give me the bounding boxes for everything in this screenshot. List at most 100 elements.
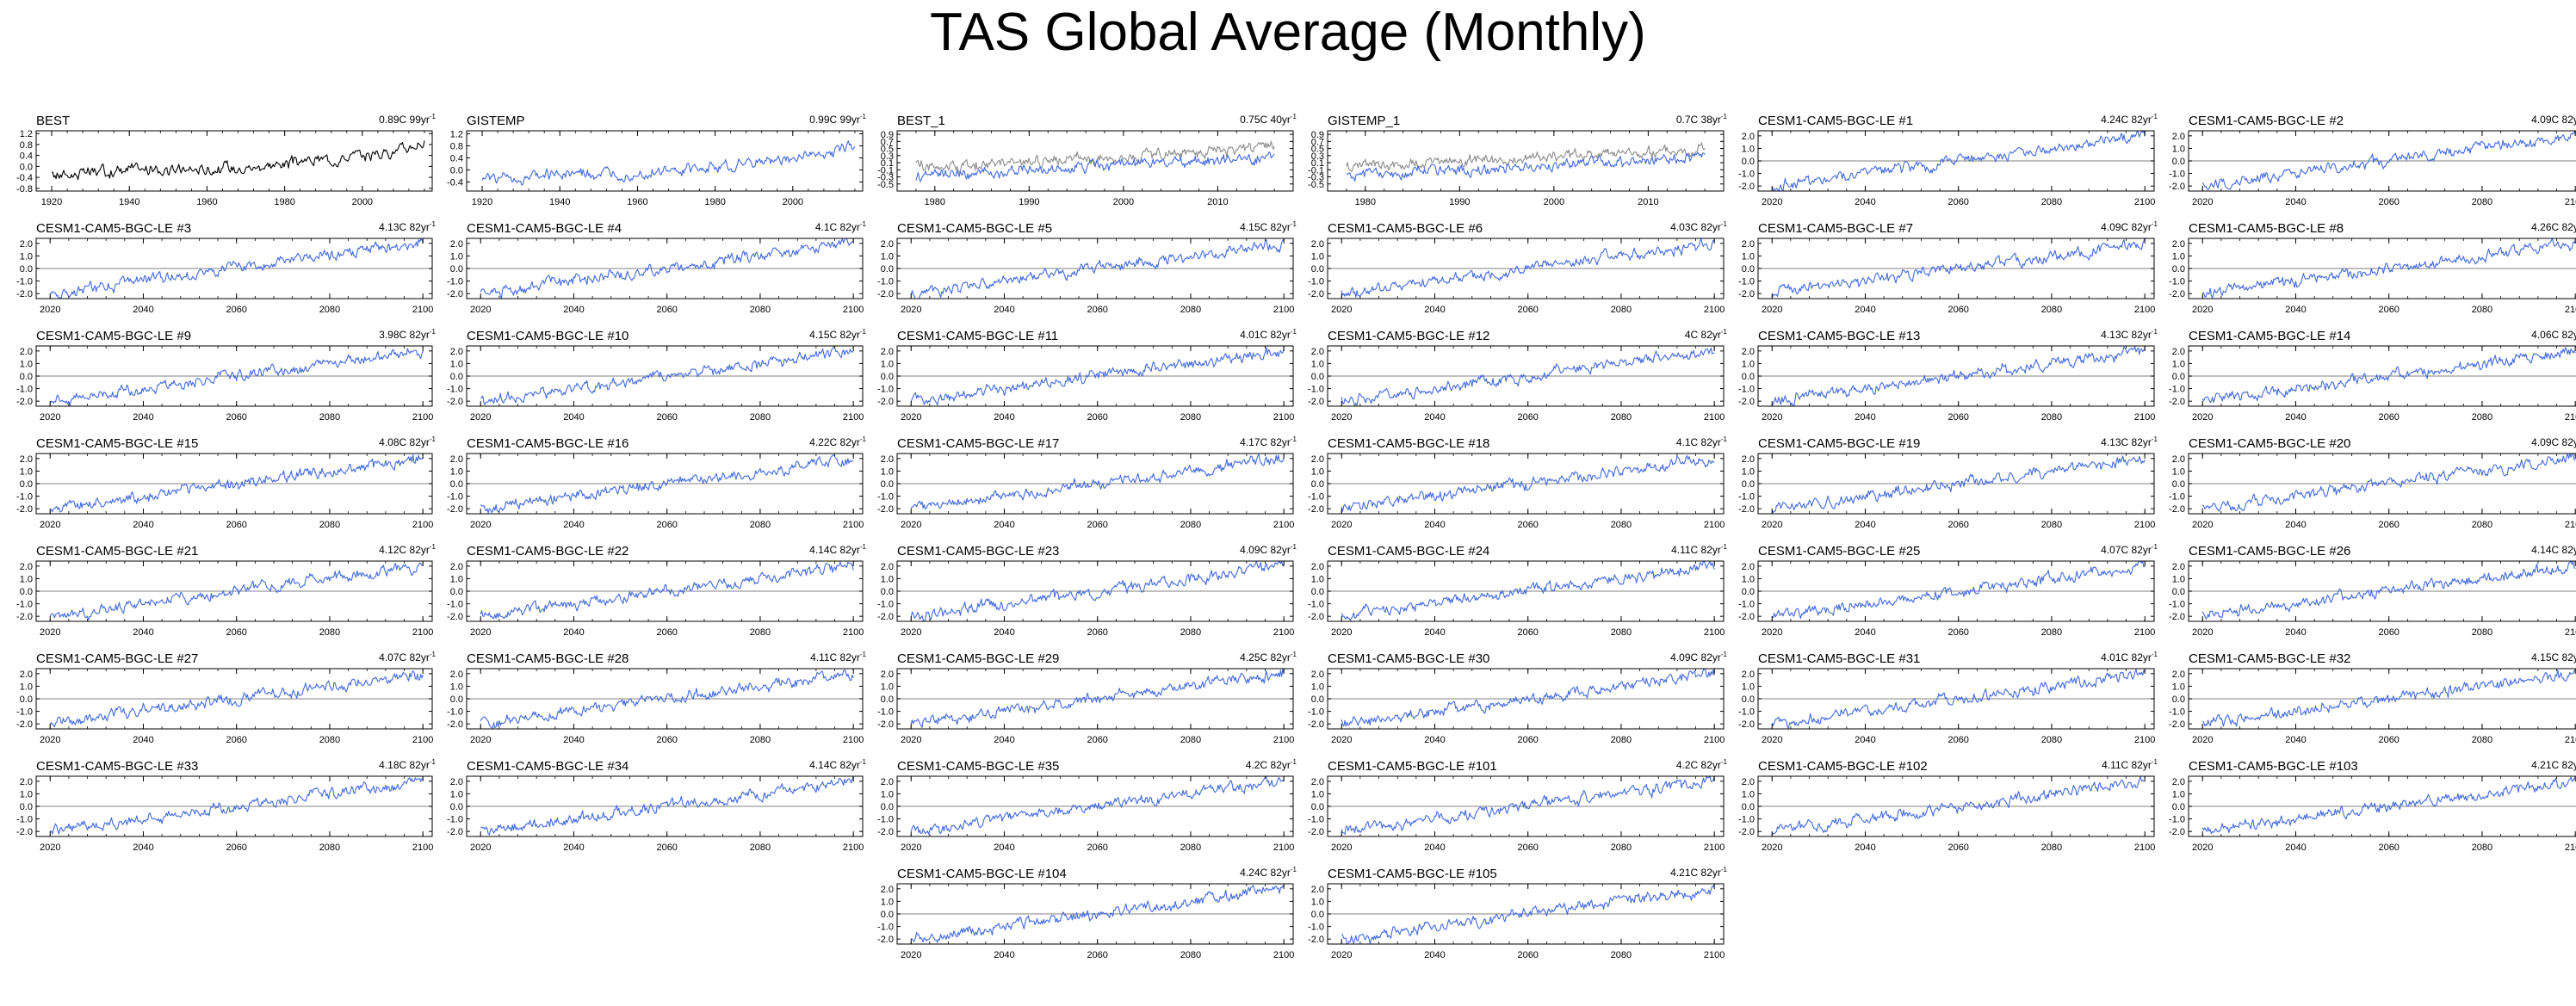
y-tick-label: -2.0 [447, 504, 463, 515]
y-tick-label: -1.0 [877, 492, 894, 503]
x-tick-label: 2040 [133, 520, 153, 530]
x-tick-label: 2000 [352, 197, 373, 207]
x-tick-label: 1940 [119, 197, 139, 207]
trend-label: 4.01C 82yr-1 [1240, 328, 1297, 341]
y-tick-label: 0.0 [1742, 694, 1755, 705]
x-tick-label: 2080 [319, 305, 340, 315]
y-tick-label: 1.0 [1311, 897, 1324, 907]
panel-title: CESM1-CAM5-BGC-LE #101 [1328, 759, 1497, 774]
panel-title: CESM1-CAM5-BGC-LE #12 [1328, 329, 1489, 343]
chart-panel: CESM1-CAM5-BGC-LE #15 4.08C 82yr-1 2.0 1.0 0… [16, 433, 465, 540]
x-tick-label: 2100 [2565, 305, 2576, 315]
trend-label: 4.08C 82yr-1 [379, 435, 436, 448]
trend-label: 4.25C 82yr-1 [1240, 651, 1297, 663]
x-tick-label: 2060 [1947, 520, 1968, 530]
y-tick-label: 1.0 [1311, 789, 1324, 799]
x-tick-label: 2080 [1180, 627, 1201, 638]
x-tick-label: 2020 [470, 520, 491, 530]
y-tick-label: -2.0 [16, 612, 33, 622]
y-tick-label: 0.0 [2172, 802, 2185, 812]
y-tick-label: 0.0 [20, 479, 33, 490]
x-tick-label: 2040 [994, 305, 1014, 315]
series-line [1771, 238, 2146, 297]
x-tick-label: 2040 [1424, 412, 1445, 423]
x-tick-label: 2020 [1331, 305, 1352, 315]
x-tick-label: 2060 [1517, 627, 1538, 638]
chart-panel: CESM1-CAM5-BGC-LE #16 4.22C 82yr-1 2.0 1.0 0… [447, 433, 895, 540]
panel-title: CESM1-CAM5-BGC-LE #35 [897, 759, 1059, 774]
y-tick-label: 0.0 [2172, 479, 2185, 490]
y-tick-label: -2.0 [16, 504, 33, 515]
panel-title: CESM1-CAM5-BGC-LE #17 [897, 436, 1059, 451]
chart-svg: CESM1-CAM5-BGC-LE #10 4.15C 82yr-1 2.0 1.0 0… [447, 328, 867, 423]
chart-svg: CESM1-CAM5-BGC-LE #21 4.12C 82yr-1 2.0 1.0 0… [16, 543, 437, 638]
panel-title: CESM1-CAM5-BGC-LE #26 [2189, 544, 2350, 559]
x-tick-label: 2040 [1424, 305, 1445, 315]
y-tick-label: 2.0 [881, 885, 894, 895]
x-tick-label: 2020 [40, 520, 60, 530]
y-tick-label: 0.0 [881, 264, 894, 275]
y-tick-label: 2.0 [1311, 670, 1324, 680]
y-tick-label: 0.0 [1742, 157, 1755, 167]
y-tick-label: -2.0 [1308, 827, 1324, 837]
y-tick-label: -1.0 [1738, 600, 1755, 610]
y-tick-label: 1.0 [1311, 682, 1324, 692]
trend-label: 4.13C 82yr-1 [2101, 328, 2158, 341]
chart-svg: CESM1-CAM5-BGC-LE #35 4.2C 82yr-1 2.0 1.0 0.… [877, 758, 1297, 853]
x-tick-label: 2100 [2134, 520, 2155, 530]
y-tick-label: 0.0 [1742, 587, 1755, 597]
y-tick-label: -1.0 [1738, 170, 1755, 180]
chart-panel: CESM1-CAM5-BGC-LE #5 4.15C 82yr-1 2.0 1.0 0.… [877, 218, 1326, 324]
y-tick-label: -1.0 [2169, 277, 2185, 287]
y-tick-label: 1.0 [450, 466, 463, 477]
x-tick-label: 2060 [1087, 412, 1107, 423]
x-tick-label: 2100 [1273, 627, 1294, 638]
x-tick-label: 2080 [2041, 842, 2062, 853]
chart-panel: CESM1-CAM5-BGC-LE #101 4.2C 82yr-1 2.0 1.0 0… [1308, 756, 1756, 862]
y-tick-label: 1.0 [1311, 251, 1324, 262]
chart-panel: CESM1-CAM5-BGC-LE #6 4.03C 82yr-1 2.0 1.0 0.… [1308, 218, 1756, 324]
panel-title: CESM1-CAM5-BGC-LE #24 [1328, 544, 1489, 559]
y-tick-label: 0.0 [2172, 587, 2185, 597]
x-tick-label: 2080 [750, 305, 771, 315]
x-tick-label: 2040 [563, 735, 584, 745]
chart-svg: CESM1-CAM5-BGC-LE #24 4.11C 82yr-1 2.0 1.0 0… [1308, 543, 1728, 638]
trend-label: 4.14C 82yr-1 [2531, 543, 2576, 556]
trend-label: 4.11C 82yr-1 [810, 651, 866, 663]
y-tick-label: -1.0 [1738, 815, 1755, 825]
x-tick-label: 2010 [1207, 197, 1228, 207]
y-tick-label: -2.0 [1308, 397, 1324, 407]
chart-svg: CESM1-CAM5-BGC-LE #7 4.09C 82yr-1 2.01.0 0.… [1738, 220, 2158, 315]
x-tick-label: 2020 [901, 735, 921, 745]
y-tick-label: -1.0 [16, 492, 33, 503]
chart-panel: CESM1-CAM5-BGC-LE #11 4.01C 82yr-1 2.0 1.0 0… [877, 325, 1326, 432]
x-tick-label: 2060 [1517, 950, 1538, 960]
chart-svg: CESM1-CAM5-BGC-LE #8 4.26C 82yr-1 2.01.0 0.… [2169, 221, 2576, 315]
y-tick-label: -2.0 [1738, 719, 1755, 730]
panel-title: CESM1-CAM5-BGC-LE #22 [467, 544, 629, 559]
y-tick-label: 2.0 [20, 239, 33, 250]
chart-panel: CESM1-CAM5-BGC-LE #14 4.06C 82yr-1 2.0 1.0 0… [2169, 325, 2576, 432]
y-tick-label: 0.0 [881, 910, 894, 920]
panel-title: CESM1-CAM5-BGC-LE #20 [2189, 436, 2350, 451]
chart-panel: CESM1-CAM5-BGC-LE #28 4.11C 82yr-1 2.0 1.0 0… [447, 648, 895, 755]
x-tick-label: 2060 [656, 305, 677, 315]
panel-title: CESM1-CAM5-BGC-LE #32 [2189, 651, 2350, 666]
trend-label: 4.09C 82yr-1 [2531, 435, 2576, 448]
y-tick-label: 1.0 [20, 359, 33, 369]
x-tick-label: 2020 [1331, 627, 1352, 638]
x-tick-label: 2060 [656, 627, 677, 638]
panel-title: CESM1-CAM5-BGC-LE #11 [897, 329, 1058, 343]
x-tick-label: 2100 [2565, 735, 2576, 745]
y-tick-label: 2.0 [1742, 454, 1755, 465]
trend-label: 4.15C 82yr-1 [809, 328, 866, 341]
panel-title: CESM1-CAM5-BGC-LE #28 [467, 651, 629, 666]
panel-title: CESM1-CAM5-BGC-LE #103 [2189, 759, 2358, 774]
y-tick-label: 2.0 [450, 347, 463, 357]
y-tick-label: -1.0 [1308, 277, 1324, 287]
x-tick-label: 2080 [1180, 842, 1201, 853]
x-tick-label: 2080 [2472, 735, 2492, 745]
trend-label: 4.17C 82yr-1 [1240, 435, 1297, 448]
y-tick-label: 1.0 [20, 682, 33, 692]
y-tick-label: 2.0 [881, 239, 894, 250]
